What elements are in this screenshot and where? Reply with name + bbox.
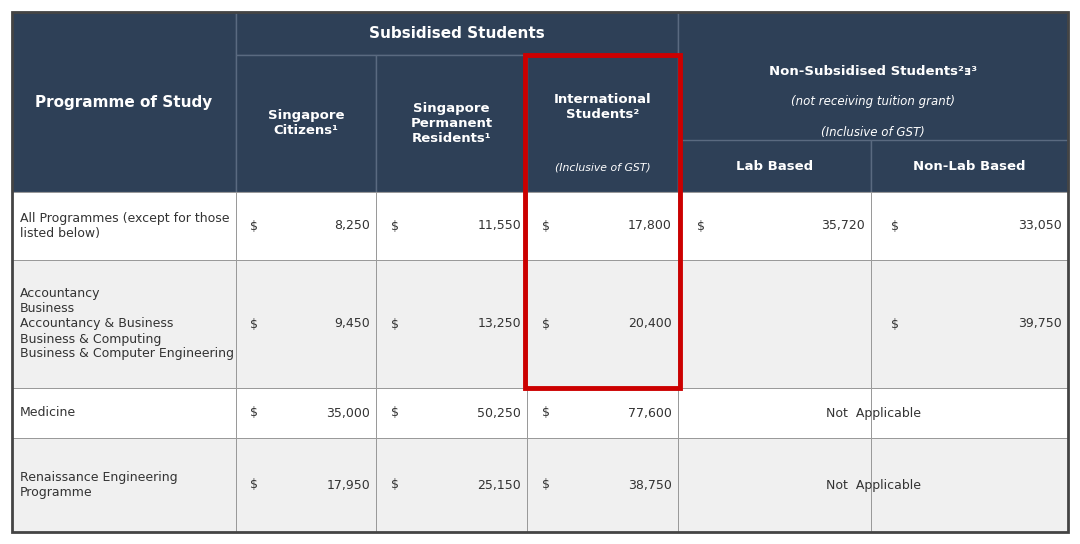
Bar	[376, 55, 527, 192]
Text: Renaissance Engineering
Programme: Renaissance Engineering Programme	[21, 471, 177, 499]
Text: 39,750: 39,750	[1018, 318, 1062, 331]
Text: 38,750: 38,750	[629, 479, 672, 491]
Bar	[237, 12, 678, 55]
Bar	[237, 438, 376, 532]
Bar	[527, 260, 678, 388]
Text: $: $	[249, 406, 258, 419]
Bar	[376, 192, 527, 260]
Text: $: $	[249, 479, 258, 491]
Text: $: $	[391, 219, 400, 232]
Bar	[12, 388, 237, 438]
Text: 77,600: 77,600	[629, 406, 672, 419]
Bar	[870, 260, 1068, 388]
Bar	[237, 260, 376, 388]
Bar	[678, 388, 870, 438]
Bar	[678, 438, 870, 532]
Bar	[678, 260, 870, 388]
Text: $: $	[542, 318, 550, 331]
Text: Non-Lab Based: Non-Lab Based	[914, 159, 1026, 172]
Bar	[12, 260, 237, 388]
Text: 17,800: 17,800	[629, 219, 672, 232]
Text: $: $	[249, 318, 258, 331]
Text: 20,400: 20,400	[629, 318, 672, 331]
Text: $: $	[891, 318, 899, 331]
Text: Singapore
Citizens¹: Singapore Citizens¹	[268, 109, 345, 138]
Bar	[12, 438, 237, 532]
Text: 25,150: 25,150	[477, 479, 521, 491]
Text: 35,720: 35,720	[821, 219, 865, 232]
Text: 9,450: 9,450	[334, 318, 370, 331]
Text: $: $	[542, 406, 550, 419]
Text: $: $	[698, 219, 705, 232]
Bar	[376, 388, 527, 438]
Text: $: $	[391, 318, 400, 331]
Text: $: $	[391, 479, 400, 491]
Text: Accountancy
Business
Accountancy & Business
Business & Computing
Business & Comp: Accountancy Business Accountancy & Busin…	[21, 287, 234, 361]
Bar	[237, 55, 376, 192]
Text: $: $	[542, 219, 550, 232]
Bar	[678, 140, 870, 192]
Text: International
Students²: International Students²	[554, 93, 651, 121]
Bar	[527, 438, 678, 532]
Bar	[527, 192, 678, 260]
Bar	[376, 438, 527, 532]
Text: 35,000: 35,000	[326, 406, 370, 419]
Bar	[678, 192, 870, 260]
Text: All Programmes (except for those
listed below): All Programmes (except for those listed …	[21, 212, 229, 240]
Bar	[525, 55, 680, 388]
Text: (Inclusive of GST): (Inclusive of GST)	[821, 126, 924, 139]
Bar	[12, 192, 237, 260]
Text: Not  Applicable: Not Applicable	[825, 479, 920, 491]
Text: $: $	[249, 219, 258, 232]
Bar	[527, 388, 678, 438]
Bar	[870, 192, 1068, 260]
Text: 33,050: 33,050	[1018, 219, 1062, 232]
Text: $: $	[891, 219, 899, 232]
Text: Not  Applicable: Not Applicable	[825, 406, 920, 419]
Bar	[237, 192, 376, 260]
Text: 13,250: 13,250	[477, 318, 521, 331]
Text: Medicine: Medicine	[21, 406, 76, 419]
Text: (not receiving tuition grant): (not receiving tuition grant)	[791, 96, 955, 108]
Text: 50,250: 50,250	[477, 406, 521, 419]
Bar	[870, 140, 1068, 192]
Bar	[870, 388, 1068, 438]
Text: $: $	[391, 406, 400, 419]
Text: 11,550: 11,550	[477, 219, 521, 232]
Text: (Inclusive of GST): (Inclusive of GST)	[555, 162, 650, 172]
Text: Non-Subsidised Students²ⱻ³: Non-Subsidised Students²ⱻ³	[769, 65, 977, 78]
Bar	[237, 388, 376, 438]
Bar	[527, 55, 678, 192]
Text: Lab Based: Lab Based	[735, 159, 813, 172]
Bar	[870, 438, 1068, 532]
Bar	[12, 12, 237, 192]
Bar	[376, 260, 527, 388]
Text: Subsidised Students: Subsidised Students	[369, 26, 545, 41]
Bar	[678, 12, 1068, 192]
Text: Programme of Study: Programme of Study	[36, 95, 213, 109]
Text: Singapore
Permanent
Residents¹: Singapore Permanent Residents¹	[410, 102, 492, 145]
Text: 17,950: 17,950	[326, 479, 370, 491]
Text: 8,250: 8,250	[334, 219, 370, 232]
Text: $: $	[542, 479, 550, 491]
